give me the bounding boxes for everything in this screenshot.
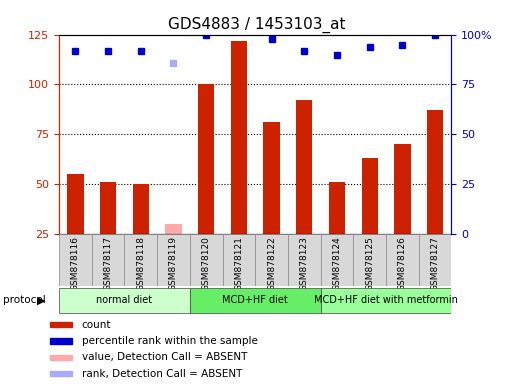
Text: ▶: ▶ [37, 295, 46, 306]
Bar [50, 322, 72, 327]
Bar [157, 234, 190, 286]
Bar [190, 234, 223, 286]
Bar [288, 234, 321, 286]
Bar [263, 122, 280, 234]
Bar [165, 224, 182, 234]
Text: GSM878123: GSM878123 [300, 236, 309, 291]
Text: GSM878122: GSM878122 [267, 236, 276, 291]
Bar [92, 234, 125, 286]
Bar [100, 182, 116, 234]
Bar [223, 234, 255, 286]
Text: GSM878116: GSM878116 [71, 236, 80, 291]
Text: GSM878120: GSM878120 [202, 236, 211, 291]
Text: protocol: protocol [3, 295, 45, 306]
Bar [50, 355, 72, 360]
Text: percentile rank within the sample: percentile rank within the sample [82, 336, 258, 346]
Bar [394, 144, 410, 234]
Text: GSM878125: GSM878125 [365, 236, 374, 291]
Bar [329, 182, 345, 234]
Bar [386, 234, 419, 286]
Bar [255, 234, 288, 286]
Text: GSM878118: GSM878118 [136, 236, 145, 291]
Bar [419, 234, 451, 286]
Bar [132, 184, 149, 234]
Bar [198, 84, 214, 234]
Text: GSM878127: GSM878127 [430, 236, 440, 291]
Text: MCD+HF diet with metformin: MCD+HF diet with metformin [314, 295, 458, 306]
Bar [59, 288, 190, 313]
Bar [353, 234, 386, 286]
Bar [190, 288, 321, 313]
Bar [67, 174, 84, 234]
Bar [296, 101, 312, 234]
Bar [50, 338, 72, 344]
Bar [59, 234, 92, 286]
Text: count: count [82, 319, 111, 330]
Bar [50, 371, 72, 376]
Text: GDS4883 / 1453103_at: GDS4883 / 1453103_at [168, 17, 345, 33]
Text: GSM878117: GSM878117 [104, 236, 112, 291]
Text: GSM878119: GSM878119 [169, 236, 178, 291]
Text: GSM878121: GSM878121 [234, 236, 243, 291]
Text: MCD+HF diet: MCD+HF diet [222, 295, 288, 306]
Bar [321, 234, 353, 286]
Text: GSM878124: GSM878124 [332, 236, 342, 291]
Text: value, Detection Call = ABSENT: value, Detection Call = ABSENT [82, 352, 247, 362]
Text: rank, Detection Call = ABSENT: rank, Detection Call = ABSENT [82, 369, 242, 379]
Text: normal diet: normal diet [96, 295, 152, 306]
Bar [427, 111, 443, 234]
Bar [321, 288, 451, 313]
Bar [124, 234, 157, 286]
Bar [231, 41, 247, 234]
Text: GSM878126: GSM878126 [398, 236, 407, 291]
Bar [362, 158, 378, 234]
